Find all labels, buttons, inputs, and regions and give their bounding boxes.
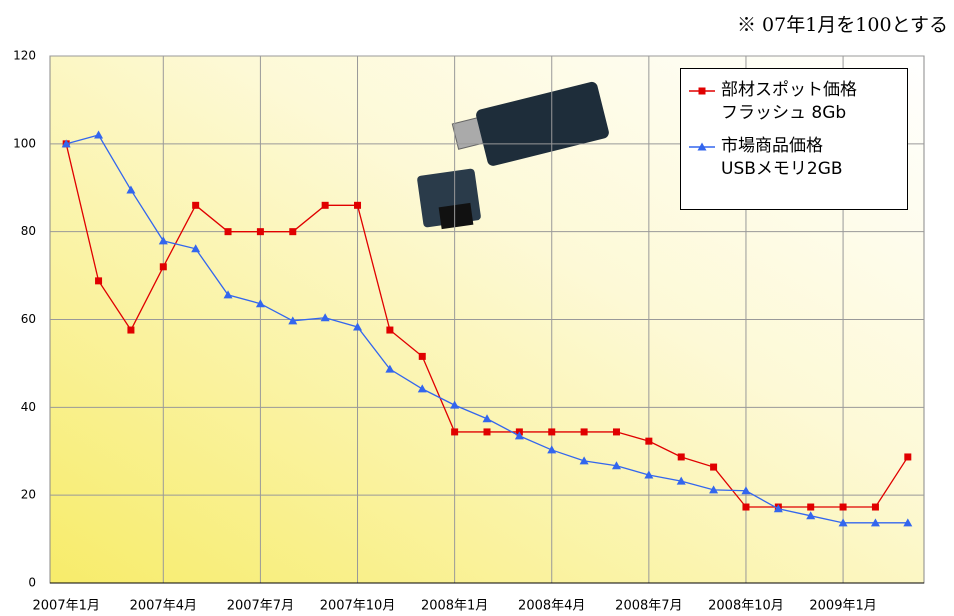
x-tick-label: 2009年1月 <box>809 599 876 614</box>
data-point <box>870 518 880 527</box>
data-point <box>191 244 201 253</box>
legend-marker <box>697 142 707 151</box>
data-point <box>483 428 491 436</box>
data-point <box>192 201 200 209</box>
data-point <box>256 228 264 236</box>
y-tick-label: 120 <box>13 49 36 63</box>
legend-label: 市場商品価格 USBメモリ2GB <box>721 136 843 179</box>
data-point <box>417 384 427 393</box>
data-point <box>514 431 524 440</box>
data-point <box>386 326 394 334</box>
data-point <box>223 290 233 299</box>
data-point <box>903 518 913 527</box>
x-tick-label: 2008年10月 <box>708 599 784 614</box>
data-point <box>807 503 815 511</box>
data-point <box>289 228 297 236</box>
data-point <box>710 463 718 471</box>
data-point <box>644 470 654 479</box>
legend-marker <box>698 87 706 95</box>
data-point <box>548 428 556 436</box>
y-tick-label: 100 <box>13 136 36 150</box>
legend-swatch <box>689 142 715 151</box>
data-point <box>95 277 103 285</box>
data-point <box>676 476 686 485</box>
data-point <box>547 445 557 454</box>
data-point <box>579 456 589 465</box>
data-point <box>709 485 719 494</box>
data-point <box>451 428 459 436</box>
data-point <box>94 130 104 139</box>
data-point <box>159 263 167 271</box>
y-tick-label: 20 <box>21 488 36 502</box>
data-point <box>450 400 460 409</box>
data-point <box>645 437 653 445</box>
y-tick-label: 60 <box>21 312 36 326</box>
data-point <box>904 453 912 461</box>
legend-entry: 部材スポット価格 フラッシュ 8Gb <box>689 79 899 125</box>
data-point <box>482 414 492 423</box>
x-tick-label: 2007年10月 <box>320 599 396 614</box>
data-point <box>580 428 588 436</box>
data-point <box>611 461 621 470</box>
data-point <box>418 352 426 360</box>
x-tick-label: 2008年4月 <box>518 599 585 614</box>
data-point <box>255 299 265 308</box>
data-point <box>224 228 232 236</box>
data-point <box>871 503 879 511</box>
data-point <box>838 518 848 527</box>
legend-entry: 市場商品価格 USBメモリ2GB <box>689 135 899 181</box>
data-point <box>126 185 136 194</box>
data-point <box>354 201 362 209</box>
data-point <box>741 486 751 495</box>
y-tick-label: 0 <box>28 576 36 590</box>
data-point <box>742 503 750 511</box>
data-point <box>677 453 685 461</box>
x-tick-label: 2008年7月 <box>615 599 682 614</box>
legend: 部材スポット価格 フラッシュ 8Gb 市場商品価格 USBメモリ2GB <box>680 68 908 210</box>
x-tick-label: 2007年1月 <box>33 599 100 614</box>
data-point <box>773 504 783 513</box>
annotation: ※ 07年1月を100とする <box>736 14 948 36</box>
data-point <box>612 428 620 436</box>
legend-swatch <box>689 87 715 95</box>
data-point <box>385 364 395 373</box>
data-point <box>806 511 816 520</box>
data-point <box>353 322 363 331</box>
data-point <box>288 316 298 325</box>
y-tick-label: 80 <box>21 224 36 238</box>
data-point <box>320 313 330 322</box>
usb-image <box>417 81 609 230</box>
x-tick-label: 2008年1月 <box>421 599 488 614</box>
data-point <box>127 326 135 334</box>
data-point <box>61 139 71 148</box>
y-tick-label: 40 <box>21 400 36 414</box>
legend-label: 部材スポット価格 フラッシュ 8Gb <box>721 80 857 123</box>
x-tick-label: 2007年4月 <box>130 599 197 614</box>
data-point <box>321 201 329 209</box>
data-point <box>158 236 168 245</box>
x-tick-label: 2007年7月 <box>227 599 294 614</box>
data-point <box>839 503 847 511</box>
